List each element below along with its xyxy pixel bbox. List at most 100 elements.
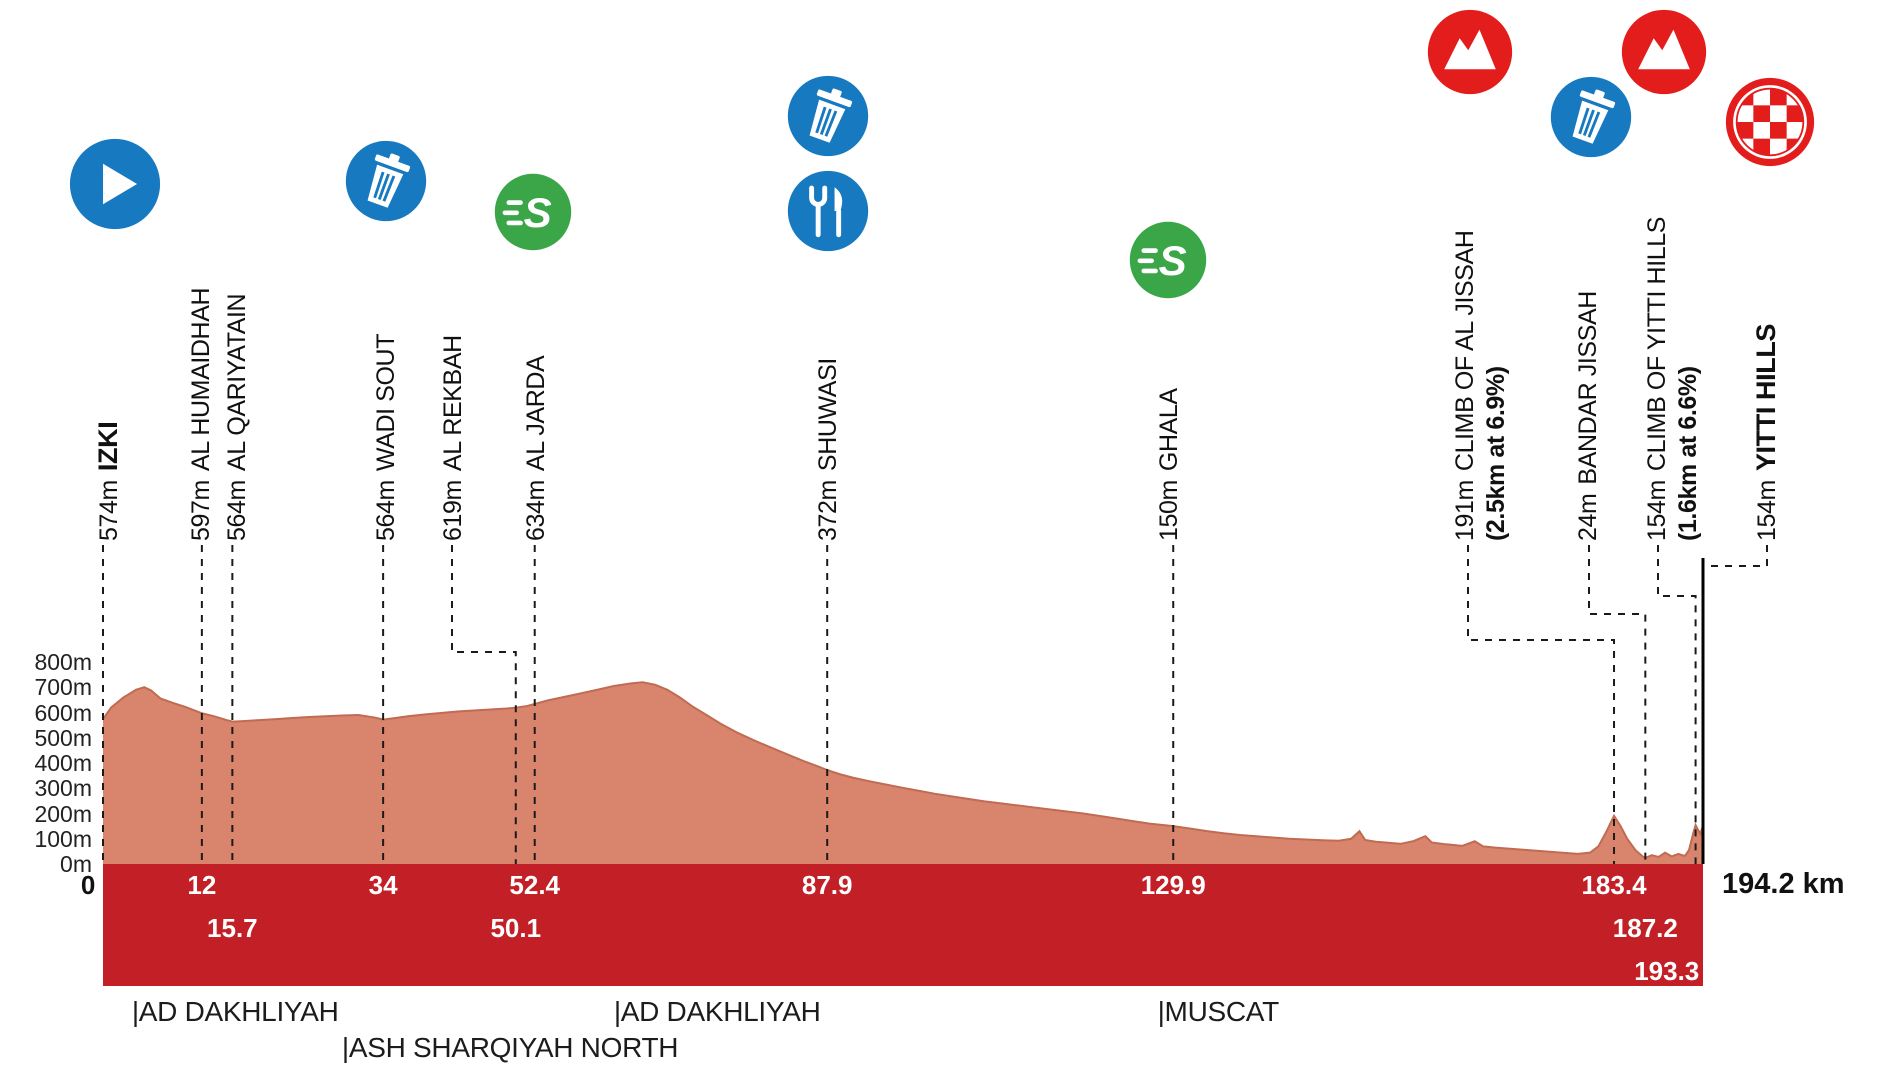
waypoint-label: 154m CLIMB OF YITTI HILLS (1.6km at 6.6%) — [1642, 217, 1704, 541]
waypoint-elevation: 619m — [439, 480, 467, 541]
waypoint-elevation: 634m — [522, 480, 550, 541]
waypoint-name: GHALA — [1155, 388, 1183, 472]
start-play-icon — [69, 138, 161, 230]
finish-icon-glyph — [1725, 77, 1815, 167]
waypoint-name: AL JARDA — [522, 355, 550, 472]
waypoint-climb-detail: (1.6km at 6.6%) — [1674, 366, 1702, 541]
waypoint-label: 24m BANDAR JISSAH — [1573, 291, 1604, 541]
region-label: |AD DAKHLIYAH — [131, 996, 339, 1027]
sprint-icon-al-jarda-glyph: S — [494, 173, 572, 251]
waypoint-name-line: 597m AL HUMAIDHAH — [186, 288, 217, 541]
climb-icon-al-jissah — [1427, 9, 1513, 95]
waypoint-name-line: 24m BANDAR JISSAH — [1573, 291, 1604, 541]
waypoint-name-line: 150m GHALA — [1154, 388, 1185, 541]
waypoint-elevation: 154m — [1753, 480, 1781, 541]
waypoint-name: AL QARIYATAIN — [223, 293, 251, 472]
waypoint-label: 154m YITTI HILLS — [1751, 324, 1783, 541]
waypoint-label: 574m IZKI — [93, 422, 125, 541]
elevation-axis-label: 100m — [34, 825, 92, 852]
waypoint-name: WADI SOUT — [372, 333, 400, 472]
distance-tick: 187.2 — [1612, 913, 1678, 943]
waypoint-name-line: 574m IZKI — [93, 422, 125, 541]
waypoint-connector — [1467, 545, 1616, 864]
distance-tick: 12 — [187, 870, 217, 900]
waypoint-label: 564m AL QARIYATAIN — [222, 294, 253, 541]
elevation-outline — [102, 681, 1704, 860]
waypoint-name: BANDAR JISSAH — [1574, 291, 1602, 485]
region-label: |AD DAKHLIYAH — [613, 996, 821, 1027]
waypoint-elevation: 574m — [95, 480, 123, 541]
waypoint-name: CLIMB OF YITTI HILLS — [1643, 216, 1671, 472]
waypoint-name-line: 154m YITTI HILLS — [1751, 324, 1783, 541]
waypoint-label: 619m AL REKBAH — [438, 335, 469, 541]
elevation-axis-label: 0m — [60, 851, 92, 877]
waypoint-name-line: 372m SHUWASI — [813, 358, 844, 541]
region-label: |MUSCAT — [1157, 996, 1280, 1027]
waypoint-label: 564m WADI SOUT — [371, 334, 402, 541]
elevation-axis-label: 600m — [34, 699, 92, 726]
feed-zone-icon-shuwasi — [787, 170, 869, 252]
waypoint-label: 372m SHUWASI — [813, 358, 844, 541]
waypoint-name: AL REKBAH — [439, 335, 467, 472]
waypoint-connector — [1588, 545, 1647, 864]
distance-tick: 15.7 — [207, 913, 258, 943]
waypoint-name-line: 634m AL JARDA — [521, 356, 552, 541]
climb-icon-yitti-hills-glyph — [1621, 9, 1707, 95]
waypoint-name: YITTI HILLS — [1751, 323, 1781, 472]
distance-tick: 193.3 — [1634, 956, 1700, 986]
elevation-axis-label: 700m — [34, 674, 92, 701]
climb-icon-al-jissah-glyph — [1427, 9, 1513, 95]
waypoint-label: 597m AL HUMAIDHAH — [186, 288, 217, 541]
elevation-axis-label: 400m — [34, 750, 92, 776]
distance-tick: 52.4 — [509, 870, 561, 900]
waypoint-elevation: 564m — [372, 480, 400, 541]
waypoint-elevation: 597m — [187, 480, 215, 541]
distance-tick: 87.9 — [801, 870, 853, 900]
waypoint-elevation: 372m — [814, 480, 842, 541]
waypoint-name-line: 564m AL QARIYATAIN — [222, 294, 253, 541]
distance-tick: 129.9 — [1140, 870, 1206, 900]
finish-icon — [1725, 77, 1815, 167]
waypoint-label: 191m CLIMB OF AL JISSAH (2.5km at 6.9%) — [1450, 231, 1512, 542]
waypoint-label: 150m GHALA — [1154, 388, 1185, 541]
waypoint-name: SHUWASI — [814, 358, 842, 472]
elevation-axis-label: 800m — [34, 649, 92, 675]
waypoint-connector — [1702, 545, 1768, 864]
waypoint-name-line: 619m AL REKBAH — [438, 335, 469, 541]
waypoint-elevation: 24m — [1574, 493, 1602, 541]
elevation-axis-label: 500m — [34, 724, 92, 751]
waste-zone-icon-shuwasi-glyph — [787, 75, 869, 157]
waste-zone-icon-shuwasi — [787, 75, 869, 157]
sprint-icon-al-jarda: S — [494, 173, 572, 251]
climb-icon-yitti-hills — [1621, 9, 1707, 95]
region-label: |ASH SHARQIYAH NORTH — [341, 1032, 679, 1063]
waypoint-name-line: 191m CLIMB OF AL JISSAH — [1450, 231, 1481, 542]
distance-tick: 34 — [368, 870, 398, 900]
waypoint-elevation: 564m — [223, 480, 251, 541]
waypoint-name: CLIMB OF AL JISSAH — [1451, 230, 1479, 472]
waypoint-name: AL HUMAIDHAH — [187, 287, 215, 472]
total-distance-label: 194.2 km — [1722, 868, 1845, 900]
waste-zone-icon-wadi-sout — [345, 140, 427, 222]
waypoint-connector — [1657, 545, 1697, 864]
waypoint-elevation: 154m — [1643, 480, 1671, 541]
distance-band — [103, 864, 1703, 986]
waste-zone-icon-bandar-jissah-glyph — [1550, 76, 1632, 158]
sprint-icon-ghala: S — [1129, 221, 1207, 299]
waypoint-label: 634m AL JARDA — [521, 356, 552, 541]
distance-tick: 183.4 — [1581, 870, 1647, 900]
elevation-axis-label: 300m — [34, 775, 92, 802]
waypoint-elevation: 191m — [1451, 480, 1479, 541]
waste-zone-icon-bandar-jissah — [1550, 76, 1632, 158]
waypoint-name-line: 154m CLIMB OF YITTI HILLS — [1642, 217, 1673, 541]
waste-zone-icon-wadi-sout-glyph — [345, 140, 427, 222]
waypoint-elevation: 150m — [1155, 480, 1183, 541]
elevation-area — [103, 682, 1703, 864]
waypoint-name-line: 564m WADI SOUT — [371, 334, 402, 541]
svg-text:S: S — [524, 189, 552, 236]
waypoint-climb-detail: (2.5km at 6.9%) — [1482, 366, 1510, 541]
distance-tick: 0 — [80, 870, 96, 900]
distance-tick: 50.1 — [490, 913, 542, 943]
